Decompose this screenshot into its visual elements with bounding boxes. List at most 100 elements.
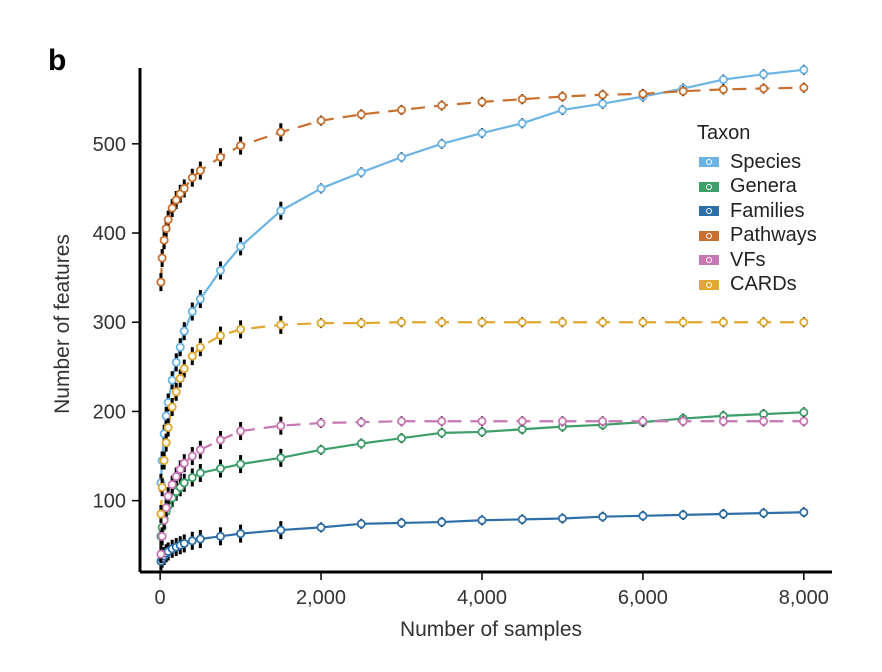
data-point <box>356 167 366 177</box>
data-point <box>236 324 246 334</box>
data-point <box>557 513 567 523</box>
data-point <box>517 416 527 426</box>
legend-swatch <box>699 255 719 266</box>
data-point <box>215 531 225 541</box>
data-point <box>557 105 567 115</box>
legend-item: CARDs <box>697 273 817 298</box>
data-point <box>437 416 447 426</box>
series-line <box>159 420 804 555</box>
data-point <box>167 480 177 490</box>
data-point <box>598 317 608 327</box>
data-point <box>236 241 246 251</box>
data-point <box>157 482 167 492</box>
data-point <box>157 253 167 263</box>
data-point <box>195 468 205 478</box>
data-point <box>171 195 181 205</box>
x-tick-label: 2,000 <box>296 587 346 609</box>
data-point <box>356 318 366 328</box>
legend-label: Families <box>730 199 805 222</box>
x-tick-label: 0 <box>155 587 166 609</box>
y-axis-label: Number of features <box>51 234 74 414</box>
legend-swatch <box>699 279 719 290</box>
data-point <box>638 317 648 327</box>
data-point <box>276 453 286 463</box>
data-point <box>163 215 173 225</box>
y-tick-label: 400 <box>93 223 126 245</box>
data-point <box>759 317 769 327</box>
data-point <box>276 320 286 330</box>
legend-swatch <box>699 206 719 217</box>
data-point <box>638 416 648 426</box>
data-point <box>356 519 366 529</box>
data-point <box>171 357 181 367</box>
data-point <box>557 416 567 426</box>
data-point <box>678 317 688 327</box>
data-point <box>157 531 167 541</box>
legend-label: Genera <box>730 175 797 198</box>
data-point <box>437 139 447 149</box>
data-point <box>799 65 809 75</box>
data-point <box>187 351 197 361</box>
data-point <box>799 416 809 426</box>
x-tick-label: 4,000 <box>457 587 507 609</box>
data-point <box>159 455 169 465</box>
data-point <box>397 518 407 528</box>
data-point <box>477 128 487 138</box>
data-point <box>215 152 225 162</box>
data-point <box>397 105 407 115</box>
data-point <box>718 509 728 519</box>
data-point <box>159 235 169 245</box>
data-point <box>276 421 286 431</box>
data-point <box>316 183 326 193</box>
data-point <box>517 317 527 327</box>
data-point <box>437 428 447 438</box>
data-point <box>195 445 205 455</box>
data-point <box>167 375 177 385</box>
data-point <box>236 141 246 151</box>
data-point <box>215 331 225 341</box>
data-point <box>799 407 809 417</box>
data-point <box>179 458 189 468</box>
data-point <box>195 166 205 176</box>
data-point <box>598 90 608 100</box>
data-point <box>175 464 185 474</box>
data-point <box>175 373 185 383</box>
data-point <box>179 183 189 193</box>
data-point <box>167 203 177 213</box>
data-point <box>316 445 326 455</box>
data-point <box>161 503 171 513</box>
y-tick-label: 100 <box>93 491 126 513</box>
data-point <box>156 277 166 287</box>
data-point <box>517 118 527 128</box>
data-point <box>236 529 246 539</box>
data-point <box>167 402 177 412</box>
data-point <box>179 364 189 374</box>
y-tick-label: 300 <box>93 312 126 334</box>
data-point <box>437 317 447 327</box>
data-point <box>156 549 166 559</box>
data-point <box>477 427 487 437</box>
data-point <box>163 491 173 501</box>
legend-item: Genera <box>697 175 817 200</box>
data-point <box>163 422 173 432</box>
data-point <box>557 317 567 327</box>
data-point <box>477 317 487 327</box>
x-axis-label: Number of samples <box>400 618 582 641</box>
data-point <box>477 416 487 426</box>
legend-item: VFs <box>697 248 817 273</box>
data-point <box>718 84 728 94</box>
data-point <box>156 509 166 519</box>
data-point <box>316 116 326 126</box>
legend-item: Families <box>697 199 817 224</box>
data-point <box>161 411 171 421</box>
data-point <box>799 83 809 93</box>
data-point <box>598 99 608 109</box>
x-tick-label: 6,000 <box>618 587 668 609</box>
data-point <box>638 89 648 99</box>
data-point <box>236 459 246 469</box>
data-point <box>316 418 326 428</box>
legend-swatch <box>699 230 719 241</box>
data-point <box>477 515 487 525</box>
legend-label: CARDs <box>730 273 797 296</box>
